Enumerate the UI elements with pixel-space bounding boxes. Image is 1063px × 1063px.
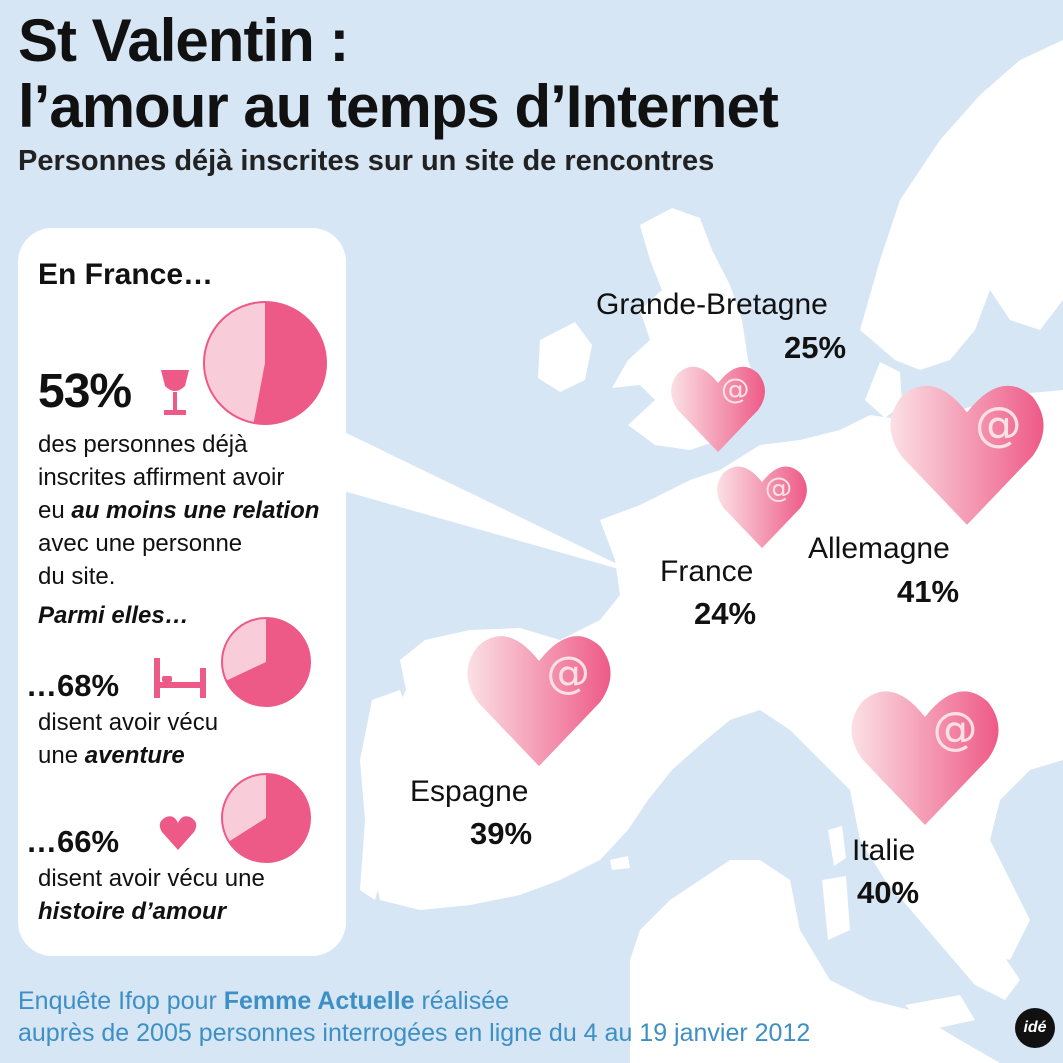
main-text-line-4: avec une personne <box>38 530 243 557</box>
wine-glass-icon <box>161 370 189 415</box>
label-grande-bretagne: Grande-Bretagne <box>596 288 828 321</box>
italy-land <box>850 790 1020 1000</box>
scandinavia-land <box>860 40 1063 370</box>
iberia-land <box>360 690 410 900</box>
pie-aventure <box>221 617 311 707</box>
main-text: des personnes déjà inscrites affirment a… <box>38 428 319 593</box>
ireland-land <box>538 322 592 392</box>
main-text-emphasis: au moins une relation <box>71 497 320 524</box>
at-icon: @ <box>765 472 793 504</box>
ide-logo: idé <box>1015 1008 1055 1048</box>
sicily-land <box>905 995 975 1030</box>
heart-france: @ <box>717 466 807 549</box>
heart-italie: @ <box>851 691 999 825</box>
value-allemagne: 41% <box>897 574 960 609</box>
denmark-land <box>865 362 902 418</box>
label-italie: Italie <box>852 834 916 867</box>
at-icon: @ <box>546 647 590 698</box>
amour-text-line-1: disent avoir vécu une <box>38 865 265 892</box>
main-stat: 53% <box>38 365 132 418</box>
panel-heading: En France… <box>38 258 214 291</box>
aventure-text: disent avoir vécu une aventure <box>38 706 218 772</box>
pie-relation <box>203 301 327 425</box>
main-text-line-5: du site. <box>38 563 116 590</box>
main-text-line-1: des personnes déjà <box>38 431 248 458</box>
main-text-line-3a: eu <box>38 497 72 524</box>
heart-allemagne: @ <box>890 385 1044 525</box>
stat-amour: …66% <box>26 824 120 859</box>
source-note: Enquête Ifop pour Femme Actuelle réalisé… <box>18 985 810 1049</box>
title-line-1: St Valentin : <box>18 7 349 74</box>
amour-text: disent avoir vécu une histoire d’amour <box>38 862 265 928</box>
value-france: 24% <box>694 596 757 631</box>
source-line-1a: Enquête Ifop pour <box>18 987 224 1015</box>
pie-amour <box>221 773 311 863</box>
pie-relation-slice <box>253 302 327 424</box>
source-line-2: auprès de 2005 personnes interrogées en … <box>18 1019 811 1047</box>
source-line-1c: réalisée <box>414 987 510 1015</box>
main-text-line-2: inscrites affirment avoir <box>38 464 285 491</box>
pie-amour-slice <box>228 774 310 862</box>
label-france: France <box>660 555 754 588</box>
bed-icon <box>154 658 206 698</box>
france-panel: En France… 53% des personnes déjà inscri… <box>18 228 346 956</box>
at-icon: @ <box>721 371 750 405</box>
value-espagne: 39% <box>470 816 533 851</box>
title-line-2: l’amour au temps d’Internet <box>18 73 779 140</box>
pie-aventure-slice <box>226 618 310 706</box>
value-grande-bretagne: 25% <box>784 330 847 365</box>
aventure-text-line-1: disent avoir vécu <box>38 709 219 736</box>
stat-aventure: …68% <box>26 668 120 703</box>
heart-espagne: @ <box>467 636 611 767</box>
source-magazine: Femme Actuelle <box>223 987 415 1015</box>
label-allemagne: Allemagne <box>808 532 950 565</box>
balearic-land <box>610 856 630 870</box>
value-italie: 40% <box>857 875 920 910</box>
page-title: St Valentin : l’amour au temps d’Interne… <box>18 7 779 140</box>
amour-emphasis: histoire d’amour <box>38 898 227 925</box>
parmi-label: Parmi elles… <box>38 602 189 629</box>
page-subtitle: Personnes déjà inscrites sur un site de … <box>18 145 715 177</box>
aventure-text-line-2a: une <box>38 742 85 769</box>
sardinia-land <box>822 876 850 940</box>
at-icon: @ <box>933 702 978 755</box>
label-espagne: Espagne <box>410 775 529 808</box>
heart-icon <box>159 816 197 850</box>
aventure-emphasis: aventure <box>84 742 185 769</box>
heart-grande-bretagne: @ <box>671 366 765 453</box>
at-icon: @ <box>975 398 1022 453</box>
continent-land <box>630 860 1000 1063</box>
corsica-land <box>828 826 846 866</box>
